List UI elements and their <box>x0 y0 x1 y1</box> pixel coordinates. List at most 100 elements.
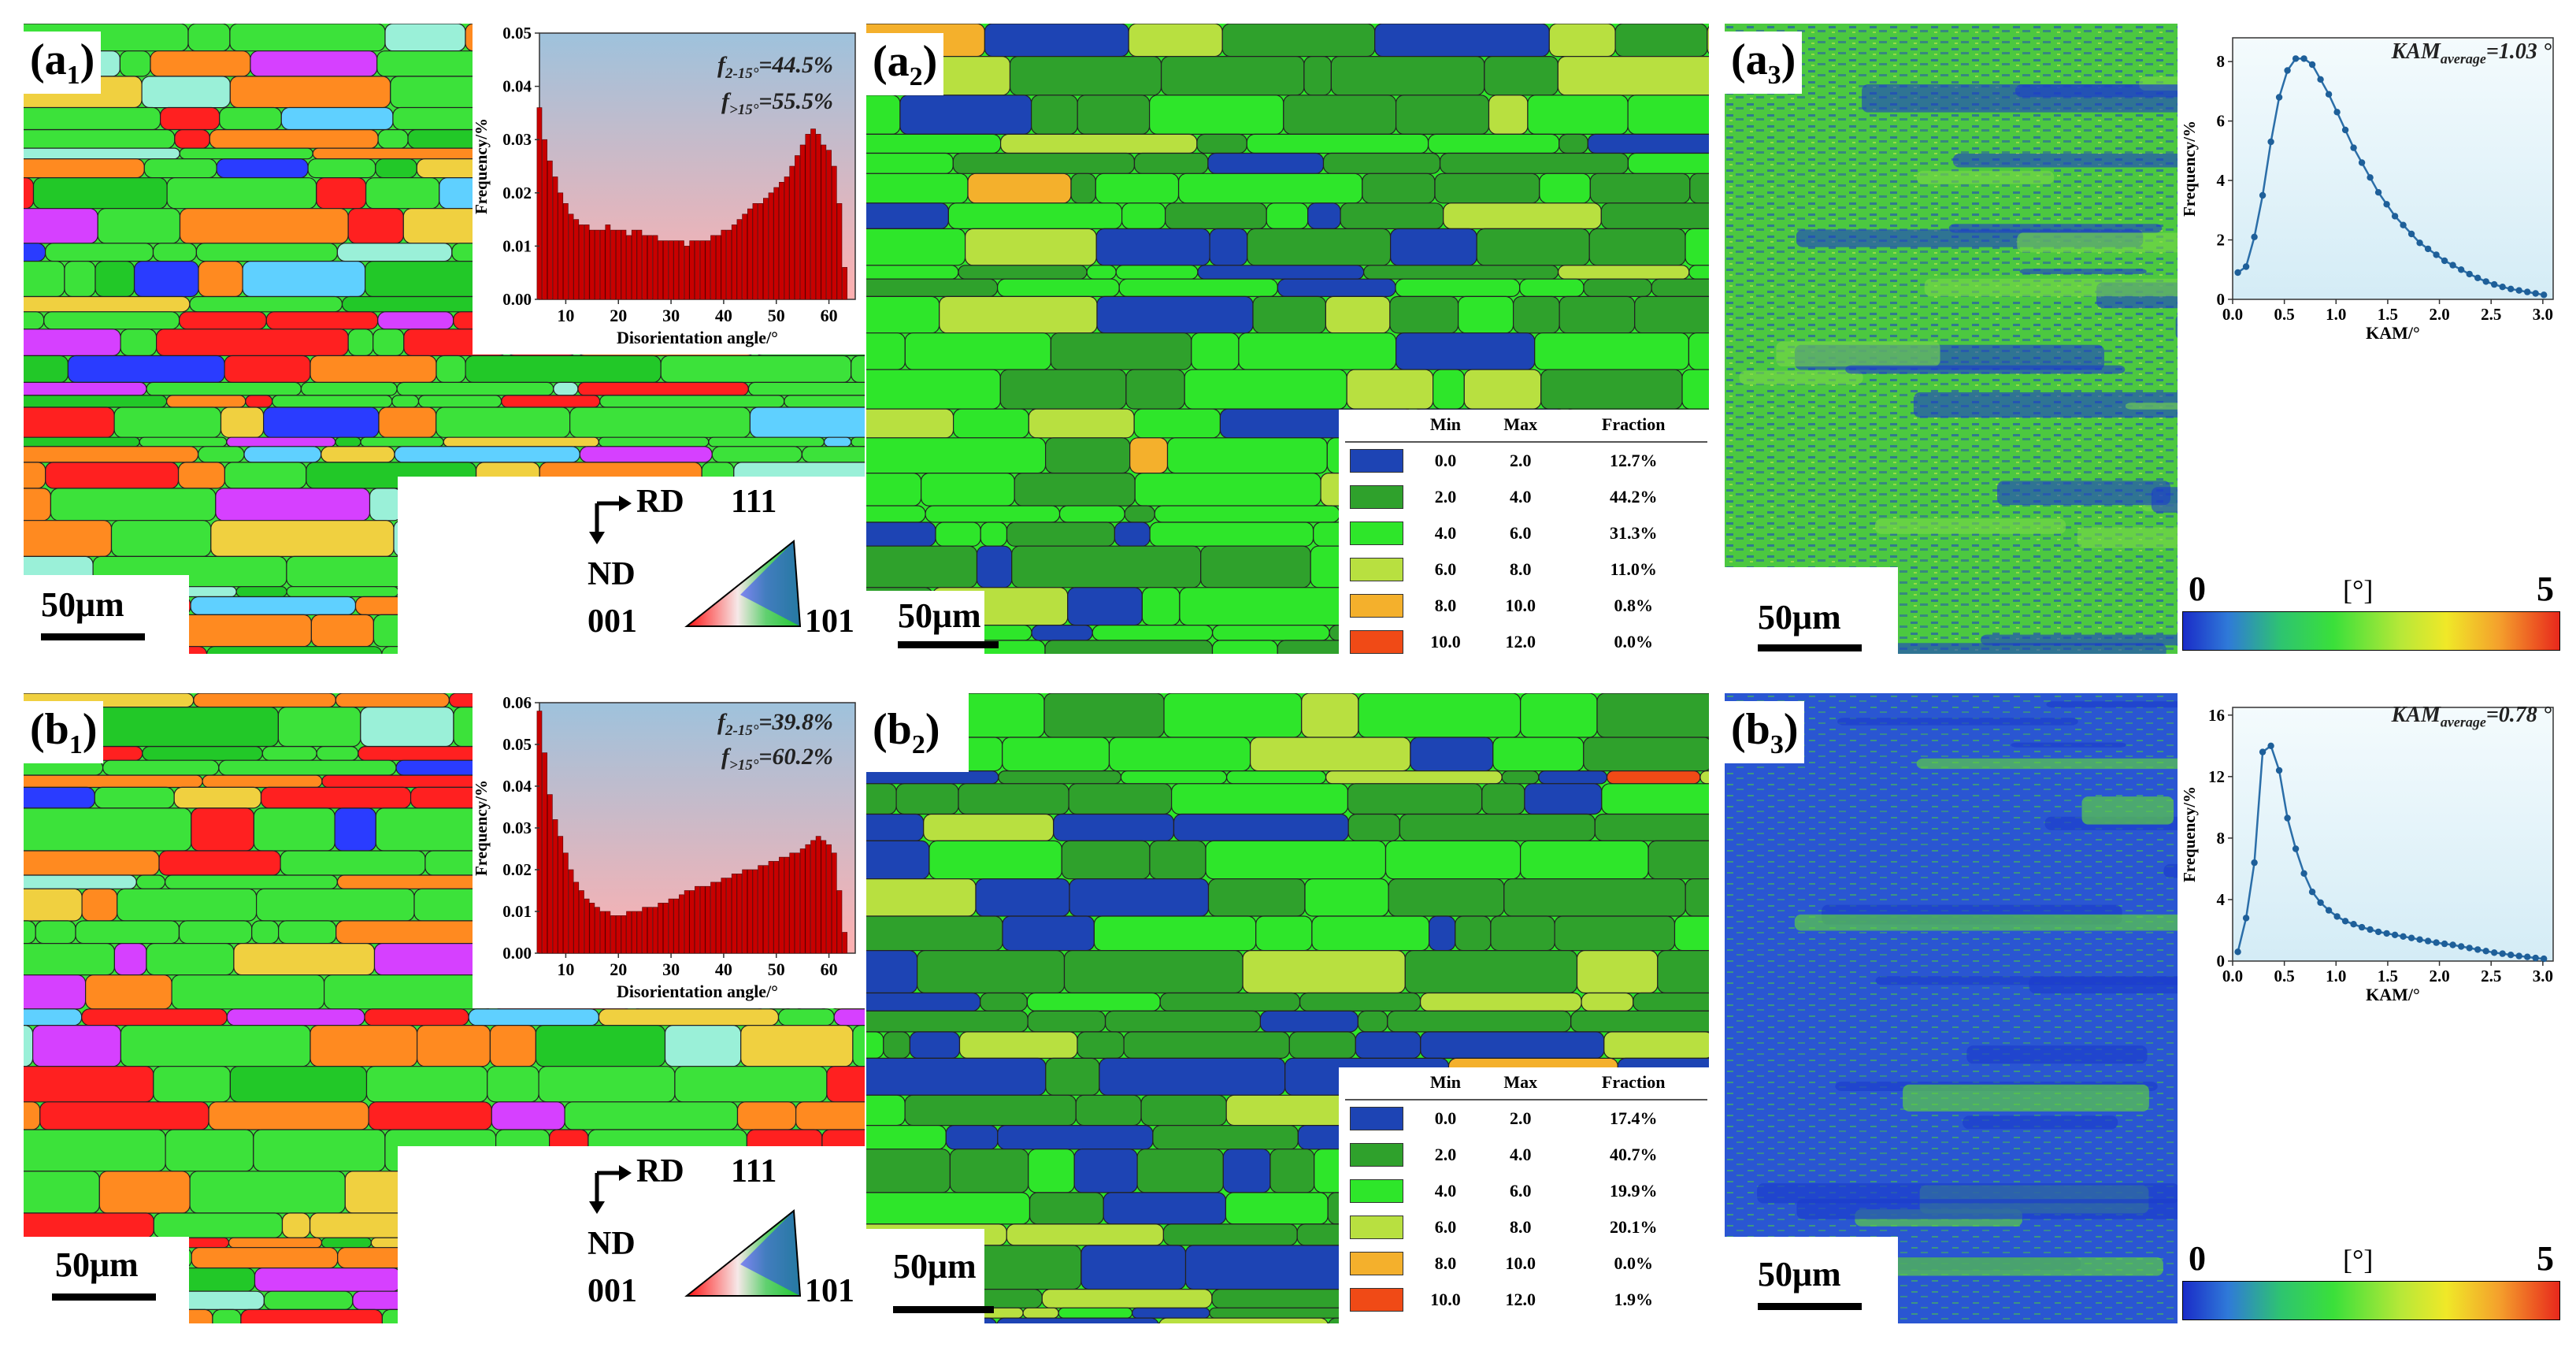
data-point <box>2308 889 2316 896</box>
data-point <box>2532 290 2539 297</box>
histogram-bar <box>689 890 695 954</box>
y-tick-label: 0.05 <box>502 24 532 43</box>
data-point <box>2466 270 2473 278</box>
histogram-bar <box>631 911 637 954</box>
data-point <box>2267 742 2274 749</box>
histogram-bar <box>536 711 543 954</box>
y-axis-label: Frequency/% <box>473 118 491 214</box>
x-tick-label: 20 <box>610 306 627 325</box>
x-tick-label: 10 <box>557 306 574 325</box>
histogram-bar <box>762 198 769 300</box>
histogram-bar <box>736 219 743 300</box>
histogram-bar <box>831 165 837 300</box>
panel-label-a2: (a2) <box>866 33 944 96</box>
histogram-bar <box>789 852 795 954</box>
histogram-bar <box>795 852 800 954</box>
data-point <box>2541 955 2548 963</box>
legend-row: 6.0 8.0 20.1% <box>1345 1209 1707 1245</box>
y-tick-label: 16 <box>2208 706 2225 725</box>
f-low-angle-a1: f2-15°=44.5% <box>717 52 833 82</box>
data-point <box>2358 923 2366 931</box>
histogram-bar <box>805 844 811 954</box>
data-point <box>2341 126 2349 134</box>
legend-row: 2.0 4.0 44.2% <box>1345 479 1707 515</box>
data-point <box>2300 55 2307 62</box>
panel-label-b3: (b3) <box>1725 701 1805 764</box>
histogram-bar <box>563 852 569 954</box>
y-tick-label: 0.03 <box>502 818 532 837</box>
histogram-bar <box>626 235 632 300</box>
data-point <box>2541 291 2548 299</box>
histogram-bar <box>736 874 743 954</box>
legend-row: 0.0 2.0 17.4% <box>1345 1100 1707 1137</box>
legend-row: 4.0 6.0 31.3% <box>1345 515 1707 551</box>
histogram-bar <box>584 898 590 954</box>
panel-label-b2: (b2) <box>866 701 947 764</box>
x-tick-label: 0.5 <box>2274 967 2295 985</box>
data-point <box>2374 189 2382 196</box>
data-point <box>2391 931 2399 938</box>
inset-kam-a3: 0.0 0.5 1.0 1.5 2.0 2.5 3.0 0 2 4 6 8 KAM/° Frequency… <box>2178 24 2567 347</box>
y-axis-label: Frequency/% <box>473 780 491 876</box>
histogram-bar <box>584 225 590 300</box>
y-tick-label: 0.04 <box>502 77 532 96</box>
legend-swatch <box>1350 630 1403 654</box>
data-point <box>2482 948 2489 955</box>
x-tick-label: 10 <box>557 959 574 979</box>
scale-bar-b1: 50μm <box>24 1237 189 1323</box>
histogram-bar <box>842 932 848 954</box>
scale-bar-a3: 50μm <box>1725 567 1898 654</box>
panel-b3: (b3) 50μm 0.0 0.5 1.0 1.5 2.0 2.5 3.0 0 4 8 12 16 KA… <box>1725 693 2567 1323</box>
y-tick-label: 0.00 <box>502 290 532 309</box>
histogram-bar <box>568 213 574 300</box>
histogram-bar <box>705 240 711 300</box>
kam-map-a2 <box>866 24 1709 654</box>
panel-a1: (a1) 50μm 10 20 30 40 50 60 0.00 0.01 0.02 0.03 0.… <box>24 24 866 654</box>
x-tick-label: 0.0 <box>2222 305 2243 324</box>
y-tick-label: 0.00 <box>502 944 532 963</box>
data-point <box>2284 67 2291 74</box>
y-tick-label: 8 <box>2217 829 2226 848</box>
data-point <box>2524 953 2531 960</box>
histogram-bar <box>663 903 669 954</box>
data-point <box>2383 930 2390 937</box>
legend-row: 10.0 12.0 0.0% <box>1345 624 1707 660</box>
data-point <box>2507 285 2515 292</box>
y-tick-label: 2 <box>2217 231 2226 250</box>
histogram-bar <box>552 819 558 954</box>
legend-swatch <box>1350 1143 1403 1167</box>
histogram-bar <box>726 878 732 954</box>
data-point <box>2424 937 2432 945</box>
data-point <box>2491 280 2498 288</box>
histogram-bar <box>695 240 700 300</box>
scale-bar-b3: 50μm <box>1725 1237 1898 1323</box>
colorbar-a3: 0 [°] 5 <box>2178 567 2567 654</box>
ipf-legend-b1: RD 111 ND 001 101 <box>583 1146 865 1323</box>
data-point <box>2317 76 2324 84</box>
legend-swatch <box>1350 449 1403 473</box>
kam-average-b3: KAMaverage=0.78 ° <box>2391 703 2552 730</box>
histogram-bar <box>768 861 774 954</box>
histogram-bar <box>799 848 806 954</box>
data-point <box>2458 943 2465 950</box>
data-point <box>2275 766 2283 774</box>
legend-swatch <box>1350 485 1403 509</box>
x-tick-label: 60 <box>821 306 838 325</box>
histogram-bar <box>668 898 674 954</box>
histogram-bar <box>695 885 700 954</box>
histogram-bar <box>573 881 580 954</box>
histogram-bar <box>815 134 821 300</box>
data-point <box>2325 91 2333 98</box>
histogram-bar <box>784 176 790 300</box>
y-tick-label: 4 <box>2217 171 2226 190</box>
data-point <box>2308 61 2316 69</box>
x-axis-label: Disorientation angle/° <box>617 982 778 1001</box>
histogram-bar <box>542 752 547 954</box>
x-tick-label: 3.0 <box>2533 967 2553 985</box>
y-tick-label: 0.01 <box>502 236 532 255</box>
histogram-bar <box>758 203 764 300</box>
histogram-bar <box>799 144 806 300</box>
data-point <box>2367 926 2374 933</box>
data-point <box>2333 913 2341 920</box>
histogram-bar <box>579 225 584 300</box>
